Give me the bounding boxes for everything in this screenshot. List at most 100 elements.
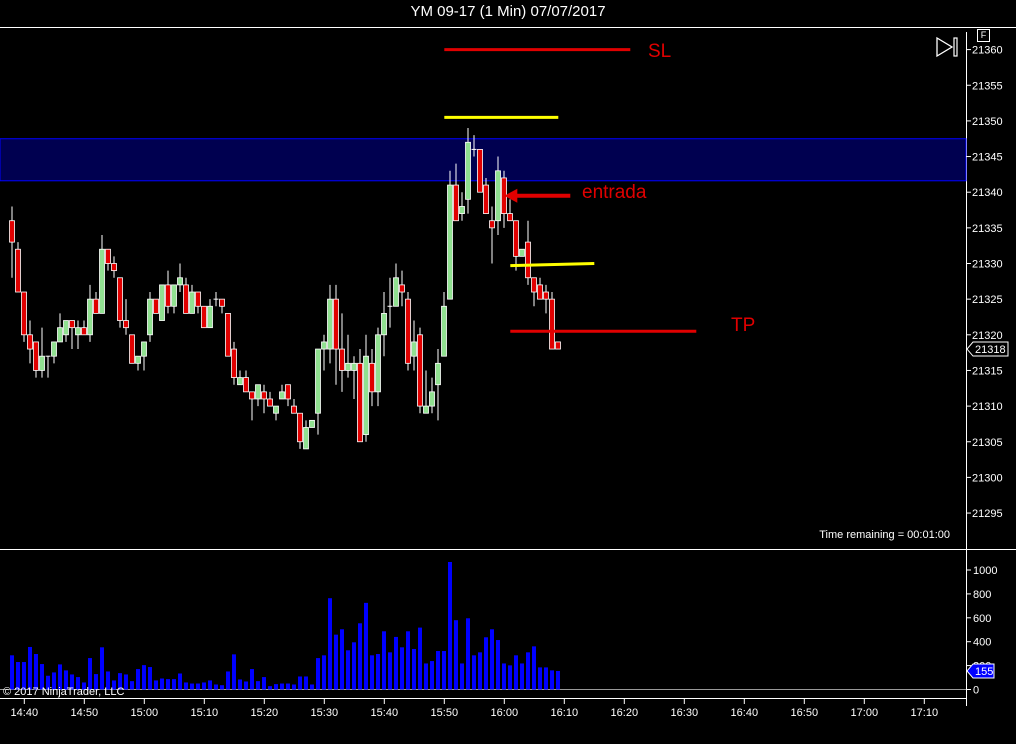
candle-body [351, 362, 357, 371]
f-button[interactable]: F [977, 29, 990, 42]
candle [51, 341, 57, 364]
candle-body [405, 298, 411, 364]
candle-body [435, 362, 441, 386]
candle-body [195, 291, 201, 307]
candle [189, 284, 195, 314]
candle [555, 341, 561, 350]
time-tick-label: 16:00 [491, 707, 519, 719]
volume-bar [142, 665, 146, 690]
candle-body [75, 327, 81, 336]
candle-body [225, 313, 231, 357]
candle-body [255, 384, 261, 400]
volume-bar [394, 636, 398, 690]
candle-body [147, 298, 153, 336]
time-tick-label: 15:20 [251, 707, 279, 719]
candle [45, 355, 51, 378]
volume-bar [382, 631, 386, 690]
candle-body [171, 284, 177, 307]
volume-bar [544, 667, 548, 690]
time-tick-label: 17:00 [851, 707, 879, 719]
candle [279, 384, 285, 400]
candle-body [321, 341, 327, 350]
candle-body [273, 405, 279, 414]
volume-bar [112, 680, 116, 690]
candle [105, 248, 111, 271]
volume-bar [334, 634, 338, 690]
volume-bar [46, 675, 50, 690]
volume-bar [64, 670, 68, 690]
volume-bar [346, 650, 350, 690]
candle [135, 355, 141, 371]
candle-body [555, 341, 561, 350]
last-volume-marker [966, 663, 995, 679]
candle [237, 370, 243, 386]
candle [375, 327, 381, 407]
candle [459, 192, 465, 221]
candle [513, 220, 519, 271]
candle-body [81, 327, 87, 336]
candle-body [345, 362, 351, 371]
candle [81, 320, 87, 336]
volume-bar [448, 561, 452, 690]
candle [87, 284, 93, 342]
candle [99, 234, 105, 314]
candle [345, 334, 351, 378]
time-tick-label: 14:50 [71, 707, 99, 719]
volume-bar [58, 664, 62, 690]
volume-bar [88, 658, 92, 690]
candle [249, 391, 255, 421]
candle-body [201, 305, 207, 329]
play-to-end-icon[interactable] [936, 36, 958, 58]
volume-bar [208, 680, 212, 690]
candle-body [357, 362, 363, 443]
volume-bar [526, 652, 530, 690]
entrada-label: entrada [582, 182, 647, 203]
volume-bar [376, 654, 380, 690]
candle-body [153, 298, 159, 314]
volume-bar [490, 629, 494, 690]
volume-bar [184, 682, 188, 690]
sl-label: SL [648, 41, 671, 62]
candle [303, 420, 309, 450]
last-price-marker [966, 341, 1009, 357]
candle-body [159, 284, 165, 321]
volume-bar [256, 681, 260, 690]
candle-body [417, 334, 423, 407]
candle [363, 334, 369, 442]
volume-tick-label: 1000 [973, 565, 997, 577]
candle-body [219, 298, 225, 307]
candle [531, 277, 537, 307]
price-tick-label: 21325 [972, 294, 1003, 306]
price-tick-label: 21340 [972, 187, 1003, 199]
candle [387, 277, 393, 328]
price-tick-label: 21300 [972, 472, 1003, 484]
volume-bar [316, 658, 320, 690]
volume-bar [220, 685, 224, 690]
volume-bar [232, 654, 236, 690]
candle [171, 284, 177, 314]
volume-bar [502, 663, 506, 690]
blue-zone [0, 138, 967, 182]
volume-bar [130, 681, 134, 690]
candle-body [243, 377, 249, 393]
candle-body [39, 355, 45, 371]
candle [495, 156, 501, 235]
candle [267, 391, 273, 407]
candle [321, 334, 327, 371]
volume-bar [106, 671, 110, 690]
volume-bar [328, 598, 332, 690]
last-price-label: 21318 [975, 344, 1006, 356]
volume-bar [466, 618, 470, 690]
volume-bar [238, 679, 242, 690]
volume-bar [226, 671, 230, 690]
price-tick-label: 21355 [972, 80, 1003, 92]
chart-title: YM 09-17 (1 Min) 07/07/2017 [410, 3, 606, 20]
candle [231, 341, 237, 385]
volume-bar [322, 655, 326, 690]
candle-body [465, 141, 471, 200]
candle-body [141, 341, 147, 357]
volume-bar [136, 669, 140, 690]
candle [15, 242, 21, 293]
candle [93, 292, 99, 314]
